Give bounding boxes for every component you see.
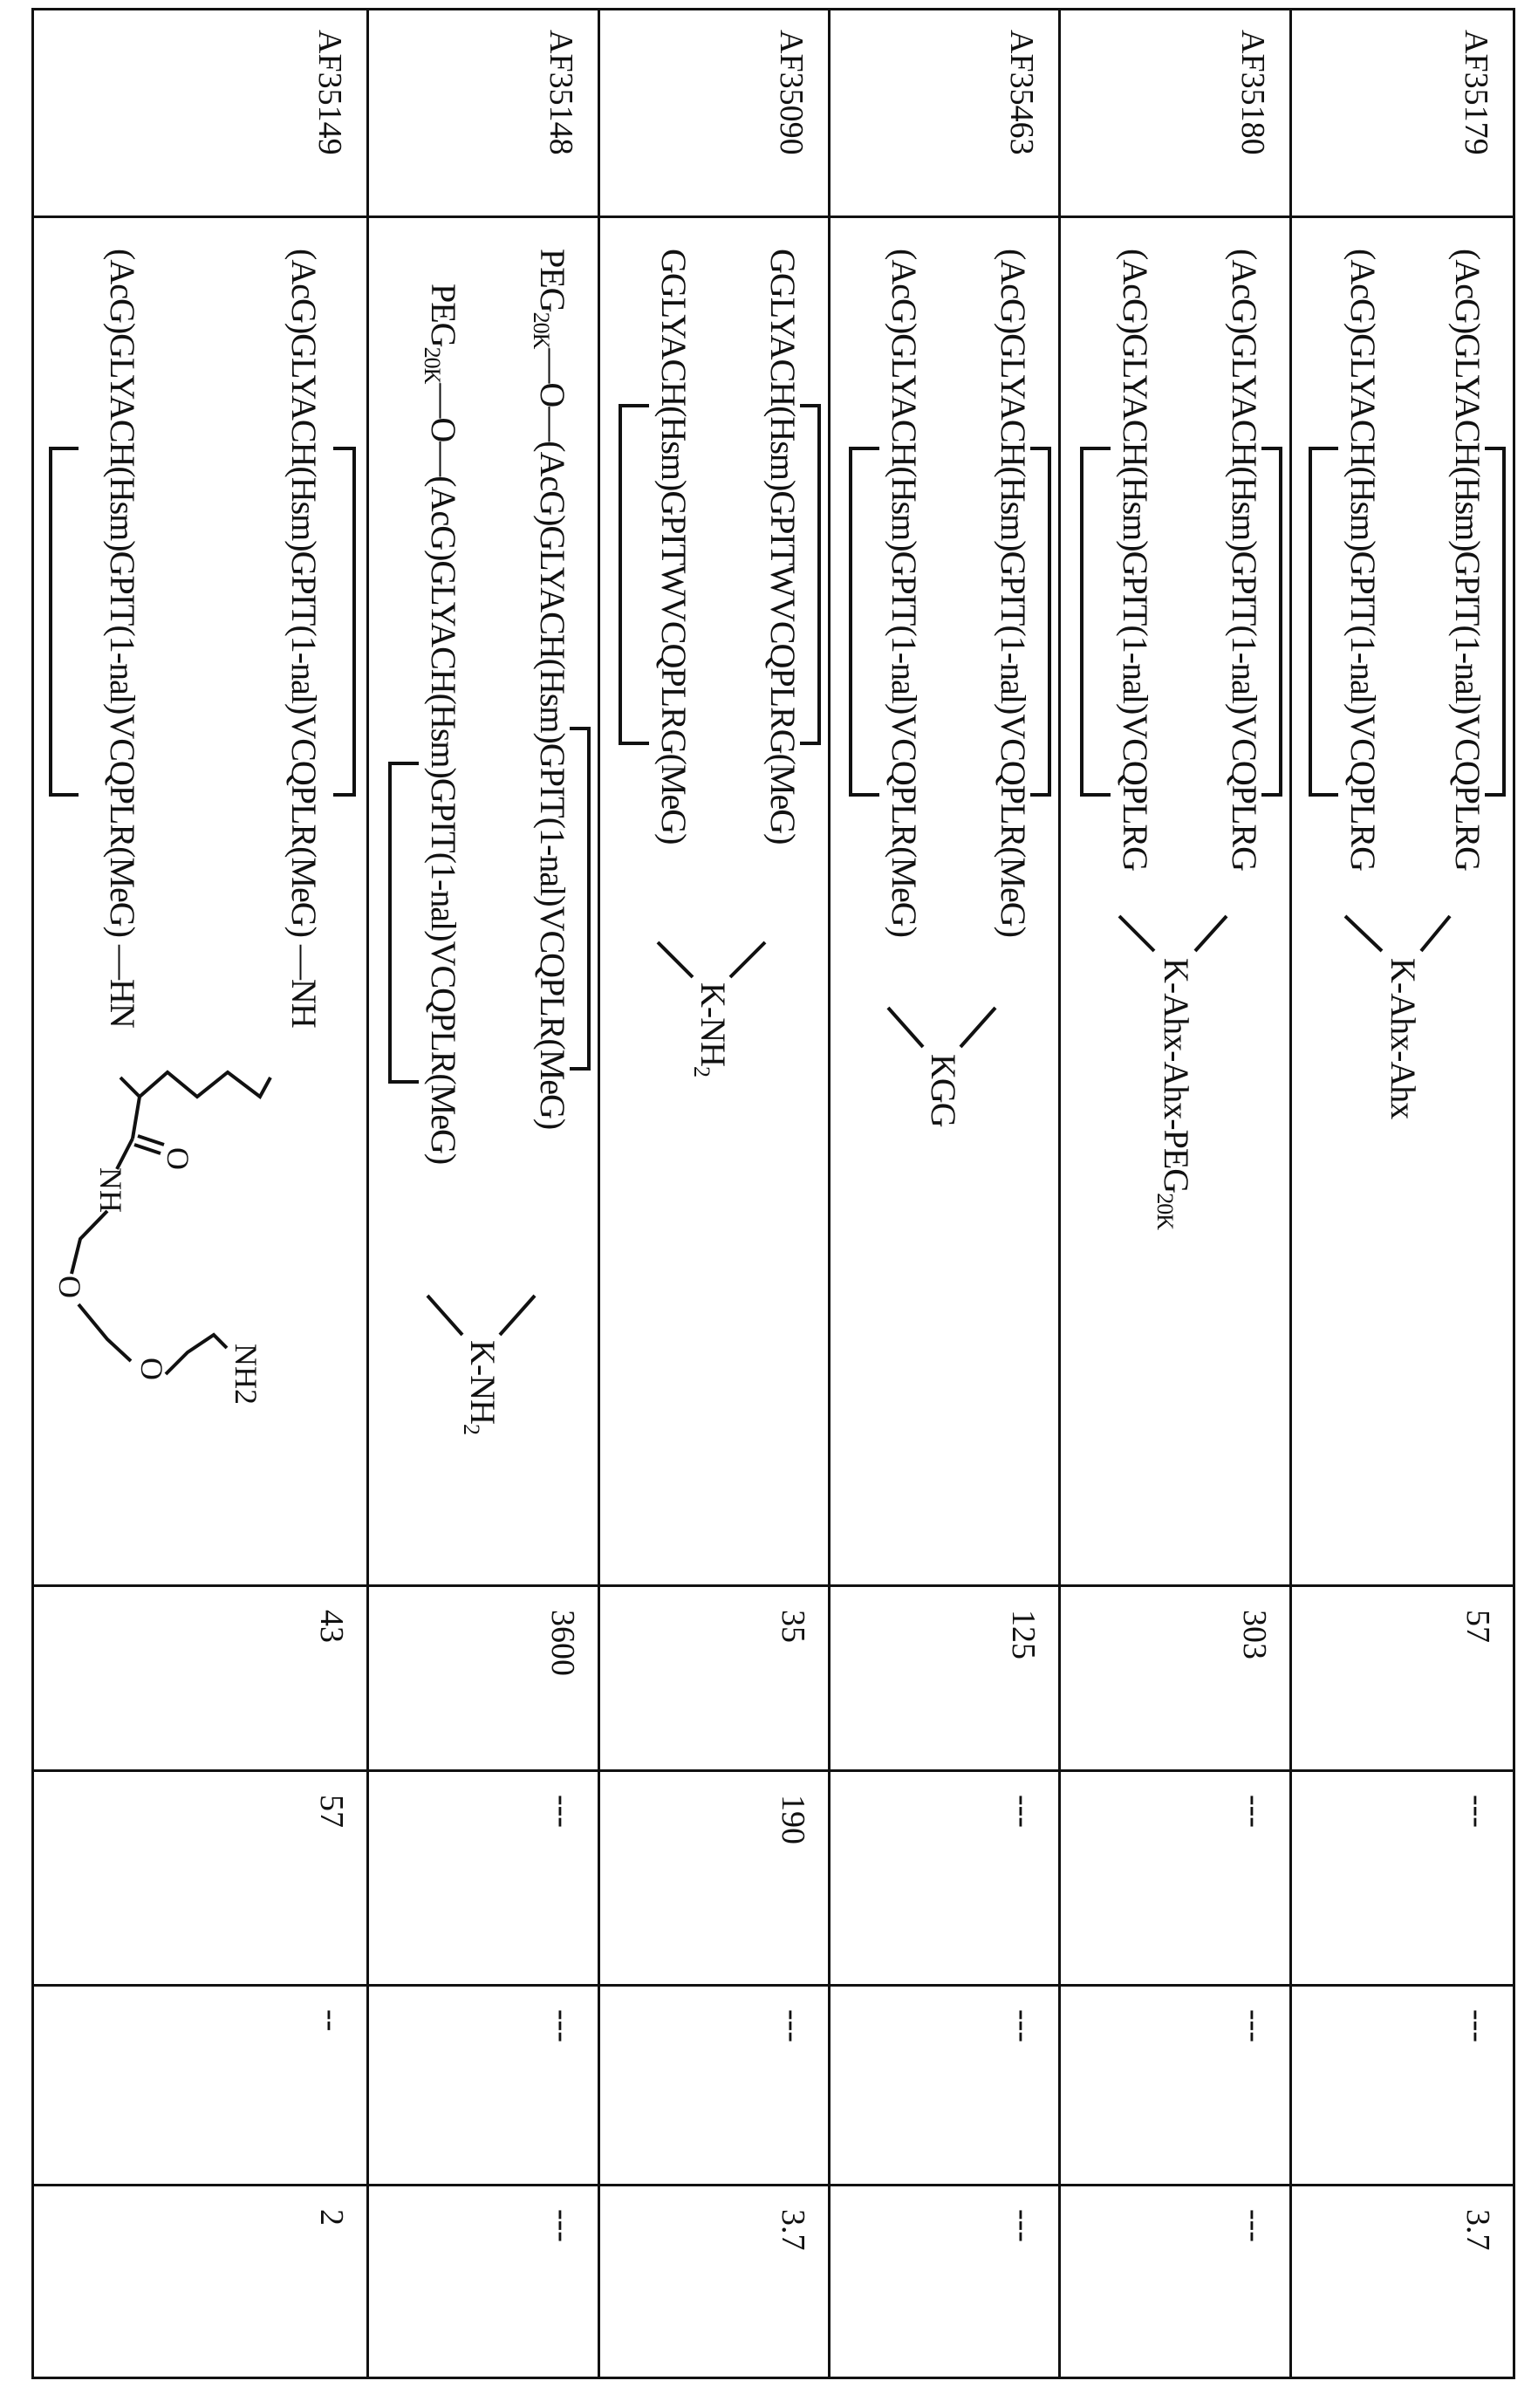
- carbonyl-oxygen-label: O: [161, 1147, 195, 1170]
- structure-cell: GGLYACH(Hsm)GPITWVCQPLRG(MeG) GGLYACH(Hs…: [599, 217, 830, 1586]
- linker-subscript: 2: [459, 1424, 484, 1434]
- amide-nh-label: NH: [93, 1167, 128, 1213]
- value-cell: 57: [1291, 1586, 1514, 1771]
- value-cell: ---: [830, 1986, 1060, 2186]
- linker-text: K-NH: [694, 982, 733, 1066]
- peptide-strand: (AcG)GLYACH(Hsm)GPIT(1-nal)VCQPLRG: [1343, 249, 1382, 871]
- value-cell: 125: [830, 1586, 1060, 1771]
- value-cell: ---: [1060, 1986, 1291, 2186]
- value-cell: ---: [368, 1986, 599, 2186]
- peptide-strand: PEG20K—O—(AcG)GLYACH(Hsm)GPIT(1-nal)VCQP…: [413, 284, 462, 1164]
- ether-link: —O—: [424, 383, 463, 475]
- structure-cell: O NH O O NH2 (AcG)GLYACH(Hsm)GPIT(1-nal)…: [33, 217, 368, 1586]
- compound-id: AF35090: [599, 10, 830, 217]
- rotated-page: AF35179 (AcG)GLYACH(Hsm)GPIT(1-nal)VCQPL…: [34, 8, 1515, 2377]
- peg-subscript: 20K: [529, 312, 554, 349]
- value-cell: 3.7: [599, 2186, 830, 2378]
- value-cell: 57: [33, 1771, 368, 1986]
- peg-prefix: PEG: [533, 249, 572, 312]
- structure-cell: (AcG)GLYACH(Hsm)GPIT(1-nal)VCQPLR(MeG) (…: [830, 217, 1060, 1586]
- peptide-strand: (AcG)GLYACH(Hsm)GPIT(1-nal)VCQPLR(MeG): [994, 249, 1032, 937]
- linker: K-NH2: [682, 982, 732, 1077]
- linker-text: K-NH: [463, 1340, 502, 1424]
- nh-link: —NH: [284, 945, 324, 1028]
- value-cell: 3.7: [1291, 2186, 1514, 2378]
- peptide-strand: (AcG)GLYACH(Hsm)GPIT(1-nal)VCQPLRG: [1116, 249, 1154, 871]
- ether-oxygen-label: O: [134, 1358, 169, 1380]
- value-cell: ---: [1060, 1771, 1291, 1986]
- compound-id: AF35149: [33, 10, 368, 217]
- peptide-strand: PEG20K—O—(AcG)GLYACH(Hsm)GPIT(1-nal)VCQP…: [522, 249, 571, 1129]
- table-row: AF35179 (AcG)GLYACH(Hsm)GPIT(1-nal)VCQPL…: [1291, 10, 1514, 2378]
- peptide-strand: GGLYACH(Hsm)GPITWVCQPLRG(MeG): [763, 249, 802, 845]
- linker-subscript: 20K: [1152, 1193, 1178, 1229]
- value-cell: 35: [599, 1586, 830, 1771]
- compound-table: AF35179 (AcG)GLYACH(Hsm)GPIT(1-nal)VCQPL…: [31, 8, 1515, 2379]
- value-cell: ---: [368, 2186, 599, 2378]
- table-row: AF35463 (AcG)GLYACH(Hsm)GPIT(1-nal)VCQPL…: [830, 10, 1060, 2378]
- peptide-strand: (AcG)GLYACH(Hsm)GPIT(1-nal)VCQPLR(MeG) —…: [103, 249, 141, 1028]
- compound-id: AF35463: [830, 10, 1060, 217]
- value-cell: 303: [1060, 1586, 1291, 1771]
- value-cell: ---: [1060, 2186, 1291, 2378]
- linker: K-NH2: [452, 1340, 502, 1434]
- peg-subscript: 20K: [420, 347, 445, 384]
- linker: K-Ahx-Ahx-PEG20K: [1145, 958, 1195, 1229]
- hn-link: —HN: [103, 945, 142, 1028]
- linker-subscript: 2: [689, 1066, 714, 1077]
- value-cell: 3600: [368, 1586, 599, 1771]
- peptide-strand: (AcG)GLYACH(Hsm)GPIT(1-nal)VCQPLR(MeG) —…: [284, 249, 323, 1028]
- table-row: AF35090 GGLYACH(Hsm)GPITWVCQPLRG(MeG) GG…: [599, 10, 830, 2378]
- value-cell: ---: [1291, 1986, 1514, 2186]
- peptide-strand: (AcG)GLYACH(Hsm)GPIT(1-nal)VCQPLRG: [1225, 249, 1263, 871]
- ether-oxygen-label: O: [52, 1276, 87, 1298]
- value-cell: ---: [830, 1771, 1060, 1986]
- peptide-strand: (AcG)GLYACH(Hsm)GPIT(1-nal)VCQPLRG: [1448, 249, 1487, 871]
- sequence: (AcG)GLYACH(Hsm)GPIT(1-nal)VCQPLR(MeG): [284, 249, 324, 937]
- linker: K-Ahx-Ahx: [1384, 958, 1422, 1118]
- value-cell: --: [33, 1986, 368, 2186]
- table-row: AF35180 (AcG)GLYACH(Hsm)GPIT(1-nal)VCQPL…: [1060, 10, 1291, 2378]
- structure-cell: PEG20K—O—(AcG)GLYACH(Hsm)GPIT(1-nal)VCQP…: [368, 217, 599, 1586]
- table-row: AF35149 O NH O O NH2 (AcG)GLYACH(Hsm)GPI…: [33, 10, 368, 2378]
- value-cell: ---: [599, 1986, 830, 2186]
- value-cell: 43: [33, 1586, 368, 1771]
- structure-cell: (AcG)GLYACH(Hsm)GPIT(1-nal)VCQPLRG (AcG)…: [1060, 217, 1291, 1586]
- peptide-strand: GGLYACH(Hsm)GPITWVCQPLRG(MeG): [654, 249, 693, 845]
- structure-cell: (AcG)GLYACH(Hsm)GPIT(1-nal)VCQPLRG (AcG)…: [1291, 217, 1514, 1586]
- amine-label: NH2: [229, 1344, 263, 1405]
- ether-link: —O—: [533, 348, 572, 441]
- value-cell: ---: [1291, 1771, 1514, 1986]
- sequence: (AcG)GLYACH(Hsm)GPIT(1-nal)VCQPLR(MeG): [103, 249, 142, 937]
- peg-prefix: PEG: [424, 284, 463, 347]
- sequence: (AcG)GLYACH(Hsm)GPIT(1-nal)VCQPLR(MeG): [424, 475, 463, 1164]
- compound-id: AF35179: [1291, 10, 1514, 217]
- linker: KGG: [924, 1054, 962, 1127]
- compound-id: AF35148: [368, 10, 599, 217]
- value-cell: 190: [599, 1771, 830, 1986]
- peptide-strand: (AcG)GLYACH(Hsm)GPIT(1-nal)VCQPLR(MeG): [885, 249, 923, 937]
- table-row: AF35148 PEG20K—O—(AcG)GLYACH(Hsm)GPIT(1-…: [368, 10, 599, 2378]
- value-cell: ---: [830, 2186, 1060, 2378]
- linker-text: K-Ahx-Ahx-PEG: [1157, 958, 1196, 1193]
- sequence: (AcG)GLYACH(Hsm)GPIT(1-nal)VCQPLR(MeG): [533, 441, 572, 1129]
- value-cell: ---: [368, 1771, 599, 1986]
- value-cell: 2: [33, 2186, 368, 2378]
- compound-id: AF35180: [1060, 10, 1291, 217]
